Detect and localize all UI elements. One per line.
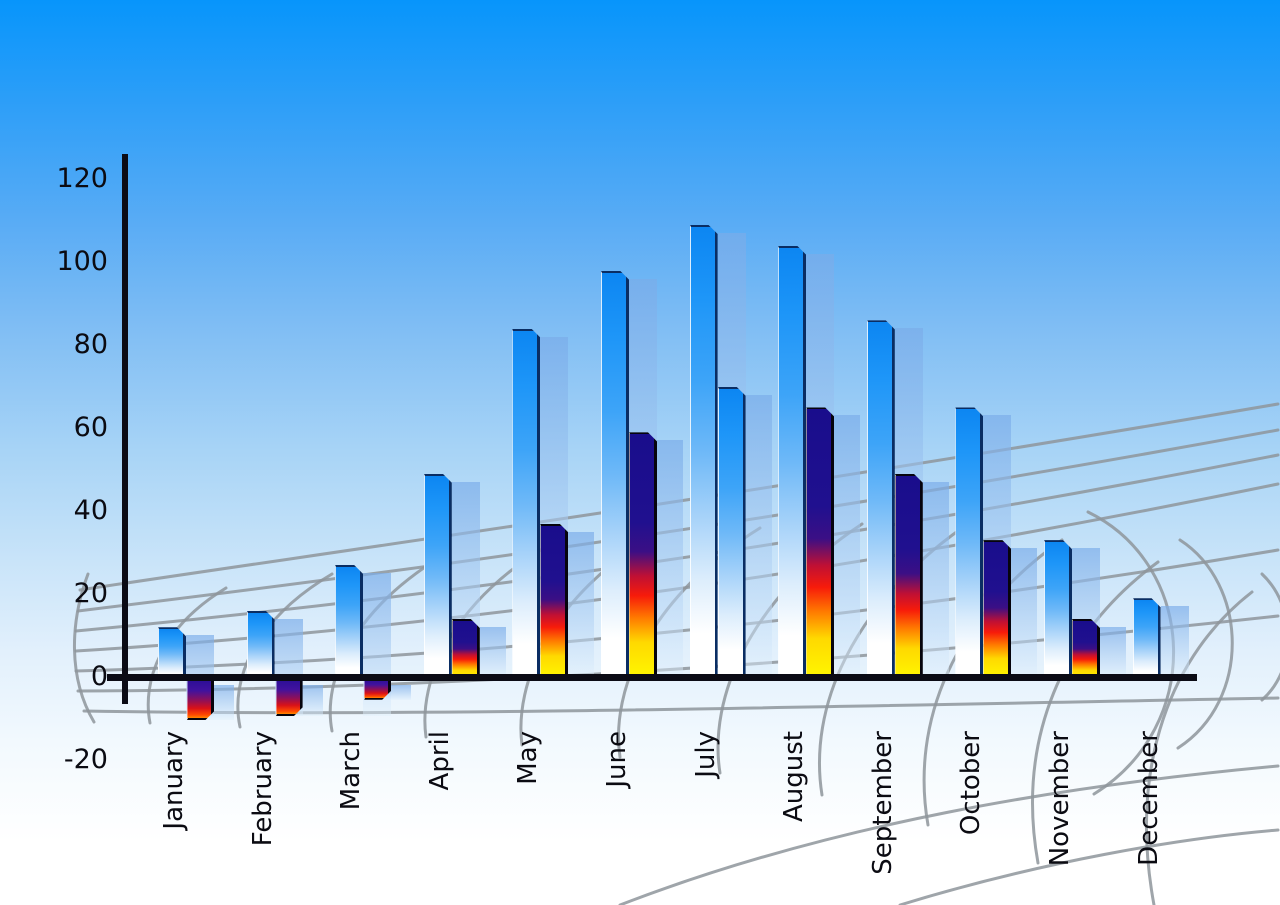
bar-primary-november — [1044, 540, 1072, 679]
bar-secondary-march — [364, 679, 391, 700]
x-axis-label-july: July — [690, 731, 721, 778]
bar-secondary-may — [540, 524, 568, 679]
x-axis-label-october: October — [956, 731, 987, 836]
x-axis-baseline — [107, 674, 1197, 681]
y-tick-label-40: 40 — [73, 495, 108, 527]
y-axis-line — [122, 154, 128, 704]
x-axis-label-april: April — [424, 731, 455, 791]
bar-primary-october — [955, 407, 983, 679]
bar-primary-april — [424, 474, 452, 679]
bar-primary-february — [247, 611, 275, 679]
x-axis-label-january: January — [159, 731, 189, 830]
y-tick-label-120: 120 — [56, 163, 108, 195]
bar-secondary-november — [1072, 619, 1100, 679]
x-axis-label-december: December — [1133, 731, 1164, 866]
bar-secondary-august — [806, 407, 834, 679]
bar-primary-march — [335, 565, 363, 679]
x-axis-label-march: March — [336, 731, 367, 811]
x-axis-label-may: May — [513, 731, 544, 785]
x-axis-label-september: September — [867, 731, 898, 875]
bar-echo-secondary-june — [657, 440, 683, 678]
bar-echo-secondary-july — [745, 394, 772, 678]
bar-echo-secondary-march — [386, 685, 412, 700]
bar-echo-secondary-september — [922, 481, 949, 678]
bar-primary-july — [690, 225, 718, 679]
bar-secondary-february — [276, 679, 303, 716]
bar-echo-secondary-august — [834, 415, 861, 678]
x-axis-label-june: June — [602, 731, 632, 788]
x-axis-label-february: February — [247, 731, 278, 847]
bar-echo-secondary-april — [479, 626, 506, 678]
bar-primary-january — [158, 627, 186, 679]
y-tick-label-60: 60 — [73, 412, 108, 444]
bar-echo-secondary-november — [1100, 626, 1126, 678]
bar-echo-primary-december — [1160, 606, 1189, 678]
y-tick-label-80: 80 — [73, 329, 108, 361]
bar-primary-june — [601, 271, 629, 679]
bar-secondary-september — [895, 474, 923, 679]
x-axis-label-august: August — [779, 731, 810, 822]
bar-primary-may — [512, 329, 540, 679]
bar-secondary-june — [629, 432, 657, 679]
bar-secondary-april — [452, 619, 480, 679]
bar-secondary-january — [187, 679, 214, 720]
bar-primary-august — [778, 246, 806, 679]
bar-primary-december — [1133, 598, 1161, 679]
y-tick-label--20: -20 — [63, 743, 108, 775]
x-axis-label-november: November — [1045, 731, 1075, 867]
y-tick-label-100: 100 — [56, 246, 108, 278]
bar-secondary-october — [983, 540, 1011, 679]
y-tick-label-0: 0 — [90, 661, 108, 692]
bar-echo-secondary-october — [1011, 548, 1038, 678]
bar-primary-september — [867, 320, 895, 679]
y-tick-label-20: 20 — [73, 578, 108, 610]
bar-echo-secondary-may — [568, 531, 595, 678]
bar-secondary-july — [718, 387, 746, 679]
